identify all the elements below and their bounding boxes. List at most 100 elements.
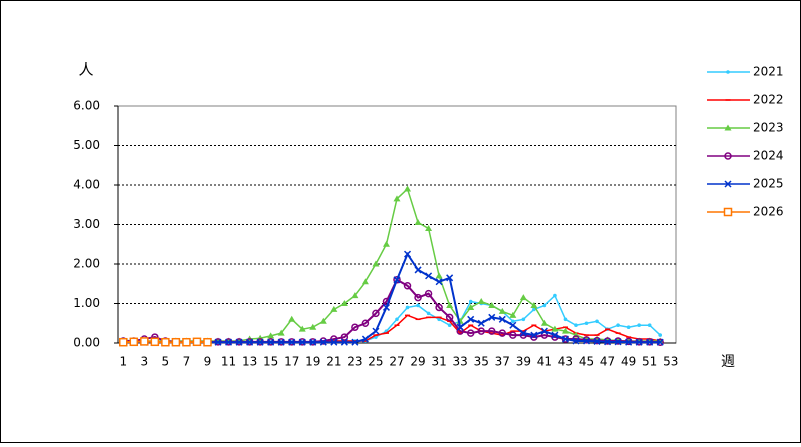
point — [340, 300, 348, 306]
point — [150, 337, 160, 347]
y-tick-label: 1.00 — [73, 296, 100, 310]
point — [309, 338, 317, 346]
point — [382, 240, 390, 247]
point — [509, 331, 517, 339]
point — [466, 329, 475, 337]
point — [635, 338, 643, 346]
point — [477, 327, 485, 335]
point — [551, 331, 559, 339]
point — [351, 323, 359, 331]
point — [403, 250, 412, 258]
point — [426, 311, 431, 316]
point — [235, 338, 243, 346]
point — [724, 124, 732, 131]
point — [393, 195, 401, 202]
point — [425, 272, 433, 280]
point — [532, 307, 536, 312]
point — [361, 319, 370, 327]
legend-label: 2022 — [753, 93, 784, 107]
point — [509, 321, 517, 329]
point — [435, 278, 443, 286]
point — [351, 338, 359, 346]
point — [658, 333, 663, 337]
point — [319, 338, 327, 346]
point — [563, 317, 568, 322]
x-tick-label: 7 — [183, 355, 191, 369]
point — [403, 281, 412, 290]
point — [595, 319, 599, 324]
point — [521, 317, 526, 322]
x-tick-label: 11 — [221, 355, 236, 369]
point — [267, 338, 275, 346]
point — [425, 224, 433, 231]
point — [361, 278, 369, 285]
point — [298, 338, 306, 346]
x-tick-label: 45 — [579, 355, 594, 369]
series — [119, 337, 212, 347]
point — [540, 319, 548, 326]
y-tick-label: 2.00 — [73, 257, 100, 271]
point — [625, 338, 633, 346]
point — [424, 289, 433, 298]
point — [246, 338, 254, 346]
x-tick-label: 13 — [242, 355, 257, 369]
point — [416, 303, 420, 308]
point — [414, 219, 422, 226]
legend-label: 2023 — [753, 121, 784, 135]
point — [582, 336, 591, 344]
x-axis-label: 週 — [721, 354, 735, 370]
point — [561, 327, 569, 334]
x-tick-label: 3 — [141, 355, 149, 369]
point — [435, 272, 443, 279]
x-tick-label: 37 — [495, 355, 510, 369]
point — [288, 315, 296, 322]
point — [498, 307, 506, 314]
point — [182, 337, 191, 347]
x-tick-label: 31 — [431, 355, 446, 369]
legend-label: 2026 — [753, 205, 784, 219]
point — [626, 325, 631, 330]
point — [119, 337, 128, 347]
point — [530, 301, 538, 308]
point — [646, 338, 654, 346]
x-tick-label: 1 — [119, 355, 127, 369]
point — [509, 311, 517, 318]
x-tick-label: 21 — [326, 355, 341, 369]
point — [724, 152, 732, 160]
point — [656, 338, 664, 346]
point — [395, 317, 399, 322]
point — [393, 276, 401, 284]
point — [614, 338, 622, 346]
point — [393, 276, 401, 284]
point — [277, 329, 285, 336]
point — [414, 266, 422, 274]
point — [616, 323, 620, 328]
point — [372, 309, 380, 318]
point — [584, 321, 589, 326]
x-tick-label: 41 — [537, 355, 552, 369]
point — [382, 303, 391, 311]
point — [540, 327, 548, 335]
y-axis-label: 人 — [78, 61, 93, 79]
x-tick-label: 53 — [663, 355, 678, 369]
y-tick-label: 5.00 — [73, 138, 100, 152]
point — [405, 305, 410, 310]
point — [446, 301, 454, 308]
x-tick-label: 9 — [204, 355, 212, 369]
point — [593, 337, 601, 345]
point — [309, 323, 317, 330]
point — [572, 337, 580, 345]
point — [298, 325, 306, 332]
point — [723, 207, 733, 217]
line — [123, 252, 661, 344]
legend-label: 2025 — [753, 177, 784, 191]
series — [119, 250, 664, 346]
x-tick-label: 47 — [600, 355, 615, 369]
point — [445, 313, 454, 322]
x-tick-label: 15 — [263, 355, 278, 369]
x-tick-label: 29 — [410, 355, 425, 369]
point — [468, 299, 473, 304]
y-tick-label: 3.00 — [73, 217, 100, 231]
point — [225, 338, 233, 346]
x-tick-label: 17 — [284, 355, 299, 369]
